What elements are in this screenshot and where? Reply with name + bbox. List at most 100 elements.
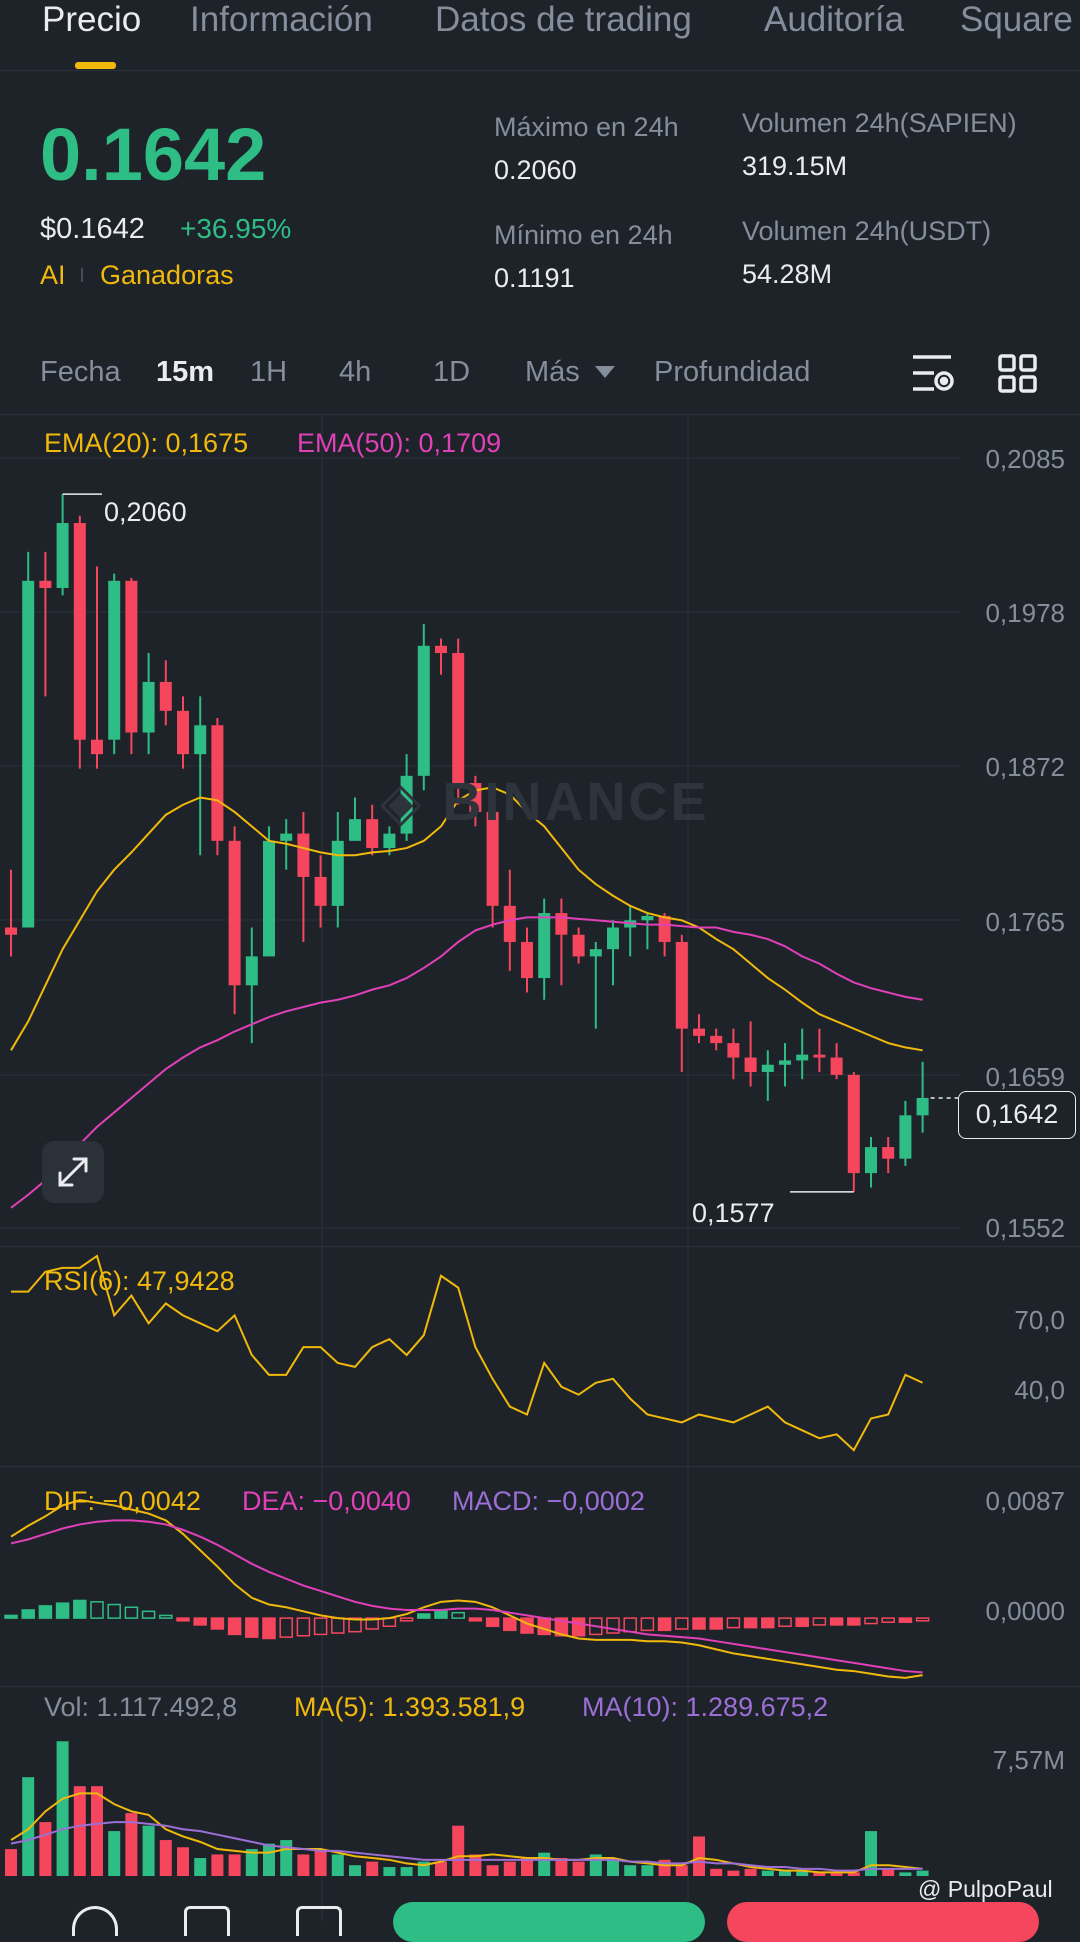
candle-body: [314, 876, 327, 906]
candle-body: [263, 840, 275, 957]
volume-bar: [899, 1872, 912, 1876]
macd-histogram-bar: [296, 1617, 311, 1637]
macd-histogram-bar: [847, 1617, 861, 1626]
tab-square[interactable]: Square: [960, 0, 1073, 39]
macd-histogram-bar: [313, 1617, 328, 1636]
volume-bar: [830, 1872, 843, 1876]
macd-histogram-bar: [262, 1617, 276, 1640]
bottom-nav-icon[interactable]: [184, 1906, 230, 1936]
candle-body: [675, 941, 688, 1029]
bottom-nav-icon[interactable]: [72, 1906, 118, 1936]
interval-fecha[interactable]: Fecha: [40, 356, 121, 388]
candle-body: [624, 920, 637, 928]
macd-histogram-bar: [4, 1614, 18, 1619]
ema50-label: EMA(50): 0,1709: [297, 428, 502, 458]
binance-logo-icon: ◈: [380, 772, 425, 832]
candle-body: [744, 1057, 757, 1072]
price-tick: 0,1978: [985, 598, 1065, 628]
volume-bar: [108, 1831, 121, 1876]
current-price-marker: 0,1642: [958, 1091, 1076, 1139]
top-tabs: Precio Información Datos de trading Audi…: [0, 0, 1080, 71]
price-tick: 0,1872: [985, 752, 1065, 782]
tab-precio[interactable]: Precio: [42, 0, 142, 39]
candle-body: [693, 1028, 705, 1036]
macd-histogram-bar: [468, 1617, 483, 1622]
sell-button[interactable]: [727, 1902, 1039, 1942]
candle-body: [572, 934, 585, 957]
last-price: 0.1642: [40, 113, 267, 196]
macd-histogram-bar: [898, 1617, 913, 1623]
credit-text: @ PulpoPaul: [918, 1876, 1053, 1902]
candle-body: [779, 1060, 791, 1065]
interval-4h[interactable]: 4h: [339, 356, 372, 388]
tab-datos-de-trading[interactable]: Datos de trading: [435, 0, 692, 39]
candle-body: [796, 1054, 809, 1061]
bottom-nav-icon[interactable]: [296, 1906, 342, 1936]
volume-bar: [417, 1861, 430, 1876]
macd-histogram-bar: [227, 1617, 242, 1636]
interval-mas[interactable]: Más: [525, 356, 580, 388]
vol-base-label: Volumen 24h(SAPIEN): [742, 108, 1017, 138]
macd-histogram-bar: [382, 1617, 397, 1628]
price-change: +36.95%: [180, 213, 292, 244]
candle-body: [125, 580, 138, 733]
volume-bar: [91, 1786, 103, 1876]
macd-histogram-bar: [141, 1610, 156, 1619]
candle-body: [916, 1097, 929, 1116]
chevron-down-icon[interactable]: [595, 366, 615, 378]
tab-informacion[interactable]: Información: [190, 0, 373, 39]
interval-1h[interactable]: 1H: [250, 356, 288, 388]
expand-icon: [58, 1157, 88, 1187]
volume-bar: [744, 1868, 757, 1876]
grid-layout-icon[interactable]: [998, 354, 1037, 393]
candle-body: [417, 645, 430, 776]
volume-bar: [56, 1741, 69, 1876]
candle-body: [452, 653, 465, 784]
usd-price: $0.1642: [40, 213, 145, 245]
tag-ai[interactable]: AI: [40, 260, 66, 290]
candle-body: [39, 580, 52, 589]
volume-bar: [435, 1861, 447, 1876]
candle-body: [710, 1035, 723, 1044]
interval-15m[interactable]: 15m: [156, 356, 215, 388]
volume-bar: [538, 1852, 551, 1876]
candle-body: [847, 1074, 860, 1174]
candle-body: [435, 645, 447, 654]
macd-tick: 0,0000: [985, 1596, 1065, 1626]
candle-body: [194, 725, 207, 755]
expand-button[interactable]: [42, 1141, 104, 1203]
macd-histogram-bar: [709, 1617, 723, 1630]
volume-bar: [607, 1858, 619, 1876]
volume-bar: [779, 1870, 791, 1876]
interval-profundidad[interactable]: Profundidad: [654, 356, 811, 388]
macd-histogram-bar: [829, 1617, 844, 1626]
candle-body: [383, 833, 396, 849]
candle-body: [830, 1057, 843, 1075]
interval-1d[interactable]: 1D: [433, 356, 471, 388]
macd-histogram-bar: [38, 1605, 53, 1619]
dif-line: [10, 1498, 923, 1679]
ema50-line: [10, 916, 923, 1209]
volume-bar: [761, 1870, 774, 1876]
volume-bar: [469, 1854, 482, 1876]
candle-body: [882, 1147, 895, 1159]
macd-histogram-bar: [176, 1617, 190, 1622]
volume-bar: [727, 1870, 740, 1876]
volume-bar: [228, 1854, 241, 1876]
macd-histogram-bar: [399, 1617, 414, 1622]
macd-histogram-bar: [503, 1617, 517, 1632]
macd-histogram-bar: [812, 1617, 827, 1626]
tab-auditoria[interactable]: Auditoría: [764, 0, 905, 39]
volume-bar: [865, 1831, 877, 1876]
tag-ganadoras[interactable]: Ganadoras: [100, 260, 234, 290]
macd-histogram-bar: [107, 1603, 121, 1619]
volume-bar: [125, 1813, 138, 1876]
price-tick: 0,1552: [985, 1213, 1065, 1243]
volume-bar: [847, 1872, 860, 1876]
candle-body: [538, 913, 551, 979]
macd-histogram-bar: [761, 1617, 775, 1629]
macd-histogram-bar: [331, 1617, 345, 1634]
macd-histogram-bar: [159, 1614, 173, 1619]
chart-settings-icon[interactable]: [913, 355, 954, 391]
buy-button[interactable]: [393, 1902, 705, 1942]
